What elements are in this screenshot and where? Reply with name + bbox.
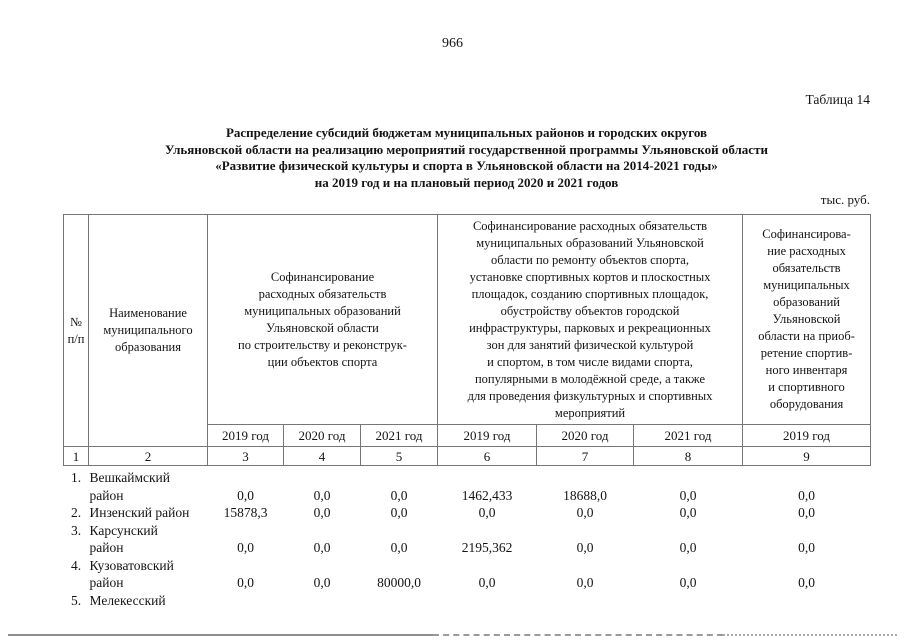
column-index: 3 bbox=[207, 446, 284, 466]
cell-value: 0,0 bbox=[679, 540, 697, 555]
municipality-name: Карсунский район bbox=[89, 522, 158, 556]
cell-value: 0,0 bbox=[478, 575, 496, 590]
row-index: 4. bbox=[70, 557, 82, 573]
row-index: 5. bbox=[70, 592, 82, 608]
cell-value bbox=[208, 592, 284, 610]
cell-value: 0,0 bbox=[237, 540, 254, 555]
table-row: 5. Мелекесский bbox=[64, 592, 871, 610]
column-index: 1 bbox=[63, 446, 89, 466]
column-index: 6 bbox=[437, 446, 537, 466]
municipality-name: Вешкаймский район bbox=[89, 470, 171, 503]
cell-value: 0,0 bbox=[390, 505, 408, 520]
cell-value bbox=[284, 592, 361, 610]
cell-value: 0,0 bbox=[478, 505, 496, 520]
table-row: 2. Инзенский район 15878,3 0,0 0,0 0,0 0… bbox=[64, 504, 871, 522]
header-year: 2019 год bbox=[437, 424, 537, 447]
cell-value: 0,0 bbox=[390, 540, 408, 555]
cell-value: 0,0 bbox=[798, 575, 815, 590]
header-municipality-name: Наименование муниципального образования bbox=[88, 214, 208, 447]
cell-value: 80000,0 bbox=[377, 575, 421, 590]
municipality-name: Кузоватовский район bbox=[89, 557, 174, 591]
table-row: 3. Карсунский район 0,0 0,0 0,0 2195,362… bbox=[64, 522, 871, 557]
row-index: 1. bbox=[70, 470, 82, 485]
header-group-equipment: Софинансирова- ние расходных обязательст… bbox=[742, 214, 872, 425]
cell-value: 1462,433 bbox=[461, 487, 513, 503]
cell-value: 0,0 bbox=[679, 505, 697, 520]
cell-value: 0,0 bbox=[576, 540, 594, 555]
header-group-construction: Софинансирование расходных обязательств … bbox=[207, 214, 438, 425]
header-year: 2020 год bbox=[536, 424, 634, 447]
municipality-name: Мелекесский bbox=[89, 592, 166, 608]
header-year: 2021 год bbox=[360, 424, 438, 447]
table-row: 1. Вешкаймский район 0,0 0,0 0,0 1462,43… bbox=[64, 466, 871, 505]
cell-value: 2195,362 bbox=[461, 540, 513, 555]
column-index: 2 bbox=[88, 446, 208, 466]
cell-value: 0,0 bbox=[798, 505, 815, 520]
column-index: 8 bbox=[632, 446, 744, 466]
header-year: 2021 год bbox=[632, 424, 744, 447]
header-row-number: № п/п bbox=[63, 214, 89, 447]
cell-value: 0,0 bbox=[313, 575, 331, 590]
header-year: 2020 год bbox=[283, 424, 361, 447]
row-index: 3. bbox=[70, 522, 82, 538]
cell-value: 0,0 bbox=[237, 487, 254, 503]
cell-value: 0,0 bbox=[313, 505, 331, 520]
subsidy-distribution-table: № п/п Наименование муниципального образо… bbox=[63, 214, 872, 610]
cell-value: 0,0 bbox=[313, 540, 331, 555]
row-index: 2. bbox=[70, 505, 82, 520]
units-label: тыс. руб. bbox=[820, 192, 870, 207]
cell-value: 0,0 bbox=[679, 575, 697, 590]
column-index: 4 bbox=[283, 446, 361, 466]
cell-value bbox=[438, 592, 537, 610]
cell-value: 0,0 bbox=[798, 487, 815, 503]
page-bottom-scan-line bbox=[8, 634, 433, 636]
cell-value bbox=[743, 592, 871, 610]
cell-value: 0,0 bbox=[237, 575, 254, 590]
table-label: Таблица 14 bbox=[805, 92, 871, 107]
column-index: 7 bbox=[536, 446, 634, 466]
cell-value: 15878,3 bbox=[223, 505, 268, 520]
cell-value: 18688,0 bbox=[563, 487, 607, 503]
cell-value: 0,0 bbox=[679, 487, 697, 503]
cell-value bbox=[634, 592, 743, 610]
table-row: 4. Кузоватовский район 0,0 0,0 80000,0 0… bbox=[64, 557, 871, 592]
cell-value bbox=[361, 592, 438, 610]
cell-value: 0,0 bbox=[576, 505, 594, 520]
header-year: 2019 год bbox=[207, 424, 284, 447]
municipality-name: Инзенский район bbox=[89, 505, 190, 520]
header-group-repair: Софинансирование расходных обязательств … bbox=[436, 214, 744, 425]
cell-value: 0,0 bbox=[576, 575, 594, 590]
header-year: 2019 год bbox=[742, 424, 872, 447]
cell-value bbox=[537, 592, 634, 610]
column-index: 5 bbox=[360, 446, 438, 466]
cell-value: 0,0 bbox=[390, 487, 408, 503]
cell-value: 0,0 bbox=[798, 540, 815, 555]
page-bottom-scan-line bbox=[433, 634, 723, 636]
page-number: 966 bbox=[442, 36, 463, 51]
cell-value: 0,0 bbox=[313, 487, 331, 503]
document-title: Распределение субсидий бюджетам муниципа… bbox=[165, 125, 768, 190]
page-bottom-scan-line bbox=[723, 634, 897, 636]
column-index: 9 bbox=[742, 446, 872, 466]
